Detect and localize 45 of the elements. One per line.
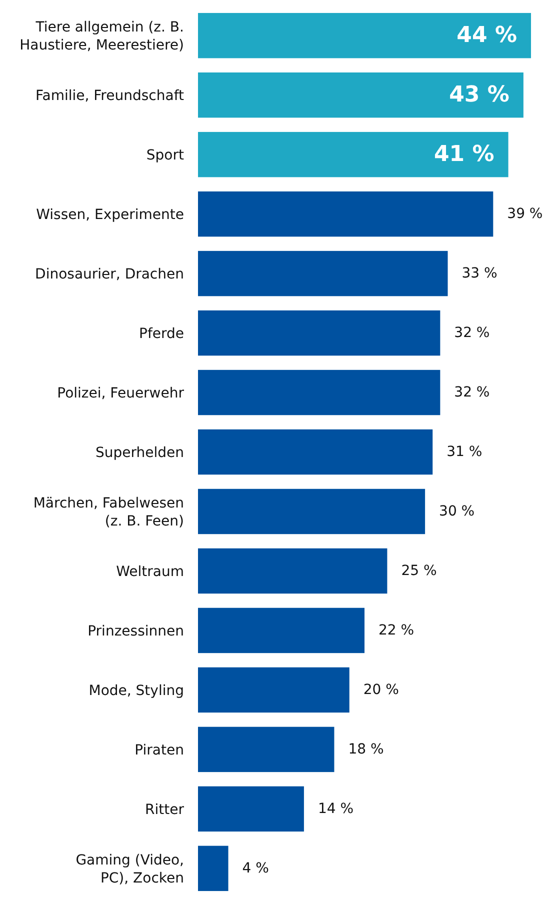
- data-label: 32 %: [454, 325, 490, 342]
- y-tick-label: Polizei, Feuerwehr: [57, 386, 184, 402]
- bar: [198, 846, 228, 892]
- bar: [198, 548, 388, 594]
- data-label: 39 %: [507, 206, 543, 222]
- y-tick-label: Superhelden: [95, 445, 184, 461]
- y-tick-label: Weltraum: [116, 564, 184, 580]
- y-tick-label: Prinzessinnen: [88, 623, 184, 640]
- data-label: 32 %: [454, 384, 490, 401]
- data-label: 4 %: [242, 860, 269, 876]
- bar: [198, 726, 334, 772]
- bar: [198, 132, 508, 178]
- bar: [198, 12, 531, 58]
- data-label: 20 %: [363, 682, 399, 698]
- y-tick-label: Sport: [146, 148, 184, 164]
- data-label: 22 %: [378, 622, 414, 638]
- bar: [198, 72, 524, 118]
- data-label: 41 %: [434, 142, 494, 168]
- data-label: 31 %: [446, 444, 482, 460]
- bar: [198, 667, 350, 713]
- data-label: 33 %: [462, 266, 498, 282]
- y-tick-label: Pferde: [139, 326, 184, 342]
- bar: [198, 310, 440, 356]
- data-label: 30 %: [439, 503, 475, 520]
- bar: [198, 250, 448, 296]
- bar: [198, 429, 433, 475]
- data-label: 43 %: [449, 82, 510, 108]
- data-label: 18 %: [348, 741, 384, 758]
- y-tick-label: Familie, Freundschaft: [35, 88, 185, 104]
- y-tick-label: Mode, Styling: [88, 682, 184, 699]
- y-tick-label: Ritter: [145, 802, 184, 818]
- bar: [198, 191, 494, 237]
- bar: [198, 488, 426, 534]
- data-label: 25 %: [401, 562, 437, 579]
- bar: [198, 608, 364, 654]
- y-tick-label: Märchen, Fabelwesen (z. B. Feen): [33, 495, 184, 530]
- bar: [198, 786, 304, 832]
- y-tick-label: Gaming (Video, PC), Zocken: [76, 852, 184, 886]
- data-label: 44 %: [456, 23, 517, 48]
- y-tick-label: Piraten: [134, 742, 184, 758]
- data-label: 14 %: [318, 800, 354, 817]
- y-tick-label: Dinosaurier, Drachen: [35, 266, 184, 283]
- y-tick-label: Wissen, Experimente: [36, 207, 184, 224]
- y-tick-label: Tiere allgemein (z. B. Haustiere, Meerestiere): [20, 20, 184, 54]
- bar: [198, 370, 440, 416]
